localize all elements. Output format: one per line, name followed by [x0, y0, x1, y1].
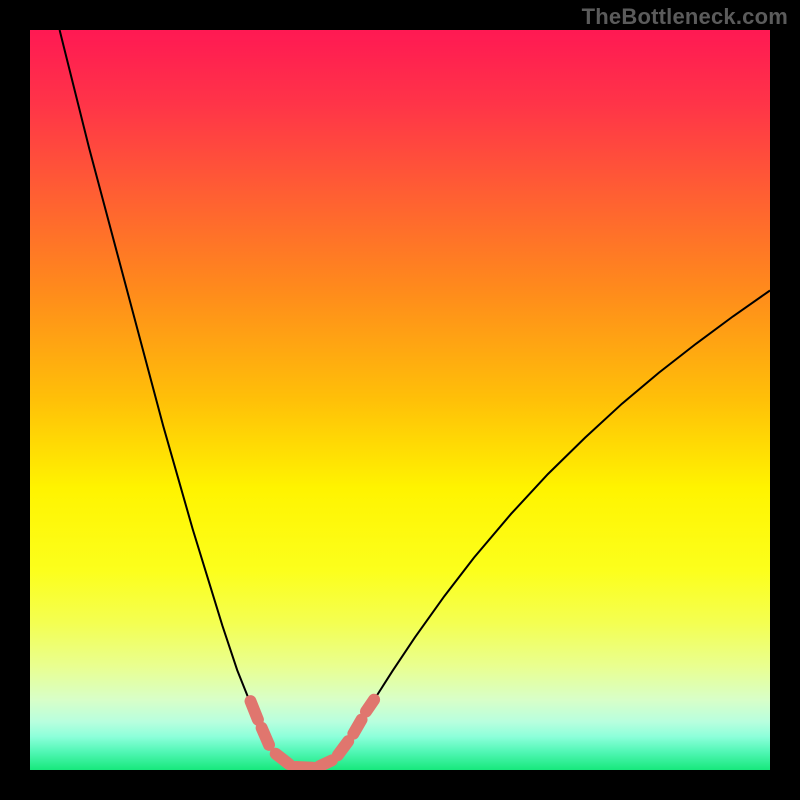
optimal-range-marker — [319, 760, 332, 766]
optimal-range-marker — [251, 701, 258, 720]
plot-area — [30, 30, 770, 770]
chart-container: TheBottleneck.com — [0, 0, 800, 800]
chart-svg — [30, 30, 770, 770]
optimal-range-marker — [262, 728, 269, 745]
optimal-range-marker — [296, 767, 313, 768]
watermark-text: TheBottleneck.com — [582, 4, 788, 30]
optimal-range-marker — [353, 720, 361, 734]
optimal-range-marker — [366, 700, 374, 712]
optimal-range-marker — [338, 741, 348, 755]
optimal-range-marker — [276, 754, 289, 764]
